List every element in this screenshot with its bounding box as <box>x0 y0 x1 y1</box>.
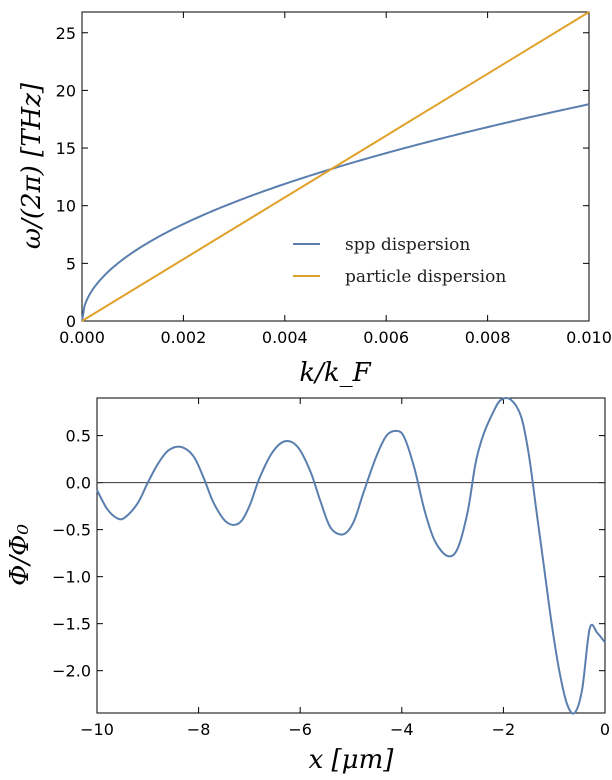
x-tick-label: 0 <box>600 720 610 739</box>
y-tick-label: 0.5 <box>66 427 91 446</box>
x-tick-label: −6 <box>288 720 312 739</box>
legend: spp dispersion particle dispersion <box>293 235 506 287</box>
top-plot-frame <box>81 11 590 322</box>
x-tick-label: 0.002 <box>160 328 206 347</box>
top-dispersion-chart: 0.000 0.002 0.004 0.006 0.008 0.010 0 5 10 15 20 25… <box>17 11 612 388</box>
x-tick-label: −2 <box>492 720 516 739</box>
series-line-0 <box>81 103 590 322</box>
y-tick-label: 5 <box>66 254 76 273</box>
series-line-1 <box>81 11 590 322</box>
x-tick-label: 0.006 <box>363 328 409 347</box>
top-series-layer <box>81 11 590 322</box>
x-tick-label: −8 <box>187 720 211 739</box>
x-tick-label: 0.000 <box>59 328 105 347</box>
bottom-y-axis-label: Φ/Φ₀ <box>5 524 35 586</box>
x-tick-label: −4 <box>390 720 414 739</box>
bottom-flux-chart: −10 −8 −6 −4 −2 00.50.0−0.5−1.0−1.5−2.0 Φ/Φ₀ … <box>5 397 610 775</box>
bottom-x-axis-label: x [μm] <box>309 745 395 775</box>
series-line-0 <box>96 397 606 715</box>
y-tick-label: 0.0 <box>66 474 91 493</box>
y-tick-label: 10 <box>56 197 76 216</box>
y-tick-label: 15 <box>56 139 76 158</box>
x-tick-label: −10 <box>80 720 114 739</box>
y-tick-label: −0.5 <box>52 521 91 540</box>
y-tick-label: 0 <box>66 312 76 331</box>
x-tick-label: 0.008 <box>465 328 511 347</box>
y-tick-label: −1.0 <box>52 568 91 587</box>
top-x-axis-label: k/k_F <box>299 358 371 388</box>
top-y-axis-label: ω/(2π) [THz] <box>17 82 47 249</box>
legend-label-spp: spp dispersion <box>345 235 470 255</box>
y-tick-label: 20 <box>56 81 76 100</box>
bottom-axis-ticks: −10 −8 −6 −4 −2 0 0.5 0.0 −0.5 −1.0 −1.5 −2.0 <box>52 398 610 739</box>
y-tick-label: −1.5 <box>52 615 91 634</box>
top-axis-ticks: 0.000 0.002 0.004 0.006 0.008 0.010 0 5 10 15 20 25 <box>56 12 612 347</box>
x-tick-label: 0.004 <box>262 328 308 347</box>
bottom-series-layer <box>96 397 606 715</box>
y-tick-label: −2.0 <box>52 662 91 681</box>
x-tick-label: 0.010 <box>566 328 612 347</box>
legend-label-particle: particle dispersion <box>345 267 506 287</box>
bottom-plot-frame <box>96 397 606 714</box>
y-tick-label: 25 <box>56 24 76 43</box>
